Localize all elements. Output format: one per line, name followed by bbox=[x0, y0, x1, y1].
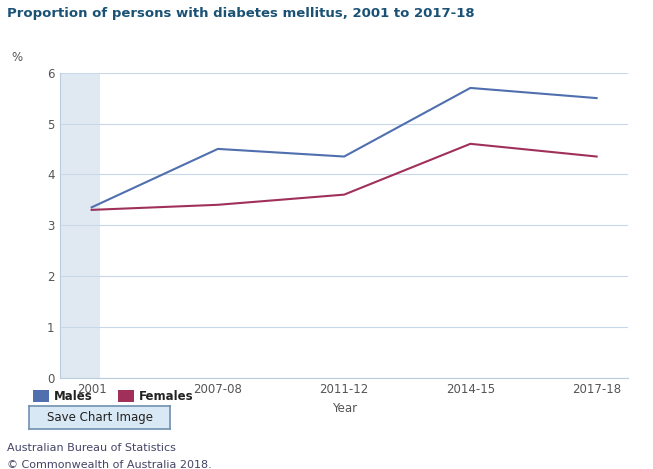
Text: © Commonwealth of Australia 2018.: © Commonwealth of Australia 2018. bbox=[7, 460, 212, 469]
Text: Save Chart Image: Save Chart Image bbox=[46, 411, 153, 424]
Text: Males: Males bbox=[54, 390, 93, 403]
Text: %: % bbox=[12, 51, 23, 64]
Text: Proportion of persons with diabetes mellitus, 2001 to 2017-18: Proportion of persons with diabetes mell… bbox=[7, 7, 474, 20]
X-axis label: Year: Year bbox=[332, 401, 357, 415]
Text: Females: Females bbox=[139, 390, 194, 403]
Bar bbox=[29, 73, 100, 378]
Text: Australian Bureau of Statistics: Australian Bureau of Statistics bbox=[7, 443, 176, 453]
